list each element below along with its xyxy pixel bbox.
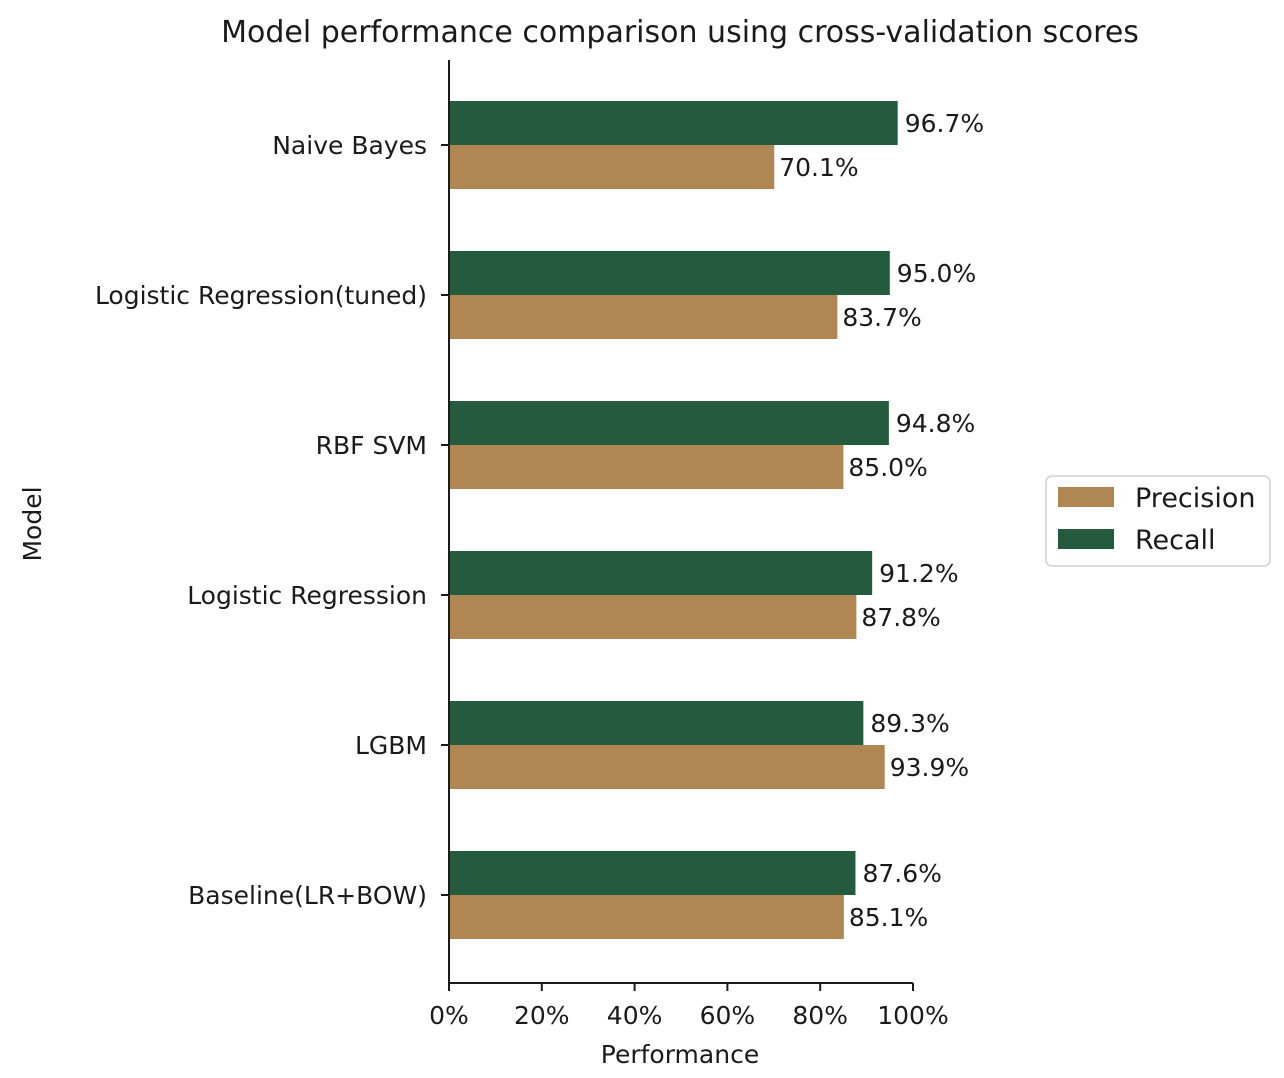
bar-precision-rbf-svm bbox=[449, 445, 844, 489]
data-label-precision-logistic-regression: 87.8% bbox=[861, 603, 940, 632]
data-label-precision-baseline-lr-bow: 85.1% bbox=[849, 903, 928, 932]
bar-recall-logistic-regression bbox=[449, 551, 873, 595]
y-tick-label-naive-bayes: Naive Bayes bbox=[272, 131, 427, 160]
y-tick-labels: Naive Bayes Logistic Regression(tuned) RBF… bbox=[95, 131, 449, 910]
data-label-precision-lgbm: 93.9% bbox=[890, 753, 969, 782]
x-tick-label-100: 100% bbox=[877, 1001, 948, 1030]
x-tick-label-40: 40% bbox=[607, 1001, 663, 1030]
bar-precision-lgbm bbox=[449, 745, 885, 789]
bar-recall-naive-bayes bbox=[449, 101, 898, 145]
data-label-precision-logistic-regression-tuned: 83.7% bbox=[842, 303, 921, 332]
bar-precision-logistic-regression bbox=[449, 595, 857, 639]
x-tick-label-0: 0% bbox=[429, 1001, 469, 1030]
bar-precision-baseline-lr-bow bbox=[449, 895, 844, 939]
x-tick-label-60: 60% bbox=[700, 1001, 756, 1030]
data-label-recall-lgbm: 89.3% bbox=[870, 709, 949, 738]
x-tick-label-80: 80% bbox=[792, 1001, 848, 1030]
data-label-recall-logistic-regression-tuned: 95.0% bbox=[897, 259, 976, 288]
bar-recall-logistic-regression-tuned bbox=[449, 251, 890, 295]
bars-group: 96.7% 70.1% 95.0% 83.7% 94.8% 85.0% 91.2% 87.8%… bbox=[449, 101, 984, 939]
y-tick-label-lgbm: LGBM bbox=[355, 731, 427, 760]
data-label-recall-baseline-lr-bow: 87.6% bbox=[862, 859, 941, 888]
y-tick-label-logistic-regression-tuned: Logistic Regression(tuned) bbox=[95, 281, 427, 310]
x-axis-label: Performance bbox=[601, 1040, 759, 1069]
legend: Precision Recall bbox=[1045, 475, 1271, 567]
legend-label-recall: Recall bbox=[1135, 525, 1216, 556]
bar-precision-logistic-regression-tuned bbox=[449, 295, 838, 339]
data-label-precision-naive-bayes: 70.1% bbox=[779, 153, 858, 182]
bar-recall-lgbm bbox=[449, 701, 864, 745]
chart-title: Model performance comparison using cross… bbox=[221, 15, 1139, 50]
legend-label-precision: Precision bbox=[1135, 483, 1255, 514]
legend-swatch-precision bbox=[1058, 487, 1114, 507]
y-axis-label: Model bbox=[18, 486, 47, 561]
bar-recall-rbf-svm bbox=[449, 401, 889, 445]
data-label-recall-naive-bayes: 96.7% bbox=[905, 109, 984, 138]
data-label-precision-rbf-svm: 85.0% bbox=[848, 453, 927, 482]
y-tick-label-logistic-regression: Logistic Regression bbox=[187, 581, 427, 610]
legend-swatch-recall bbox=[1058, 529, 1114, 549]
y-tick-label-rbf-svm: RBF SVM bbox=[316, 431, 427, 460]
y-tick-label-baseline-lr-bow: Baseline(LR+BOW) bbox=[188, 881, 427, 910]
bar-recall-baseline-lr-bow bbox=[449, 851, 856, 895]
x-tick-label-20: 20% bbox=[514, 1001, 570, 1030]
data-label-recall-rbf-svm: 94.8% bbox=[896, 409, 975, 438]
data-label-recall-logistic-regression: 91.2% bbox=[879, 559, 958, 588]
bar-precision-naive-bayes bbox=[449, 145, 775, 189]
x-axis: 0% 20% 40% 60% 80% 100% bbox=[429, 983, 949, 1030]
